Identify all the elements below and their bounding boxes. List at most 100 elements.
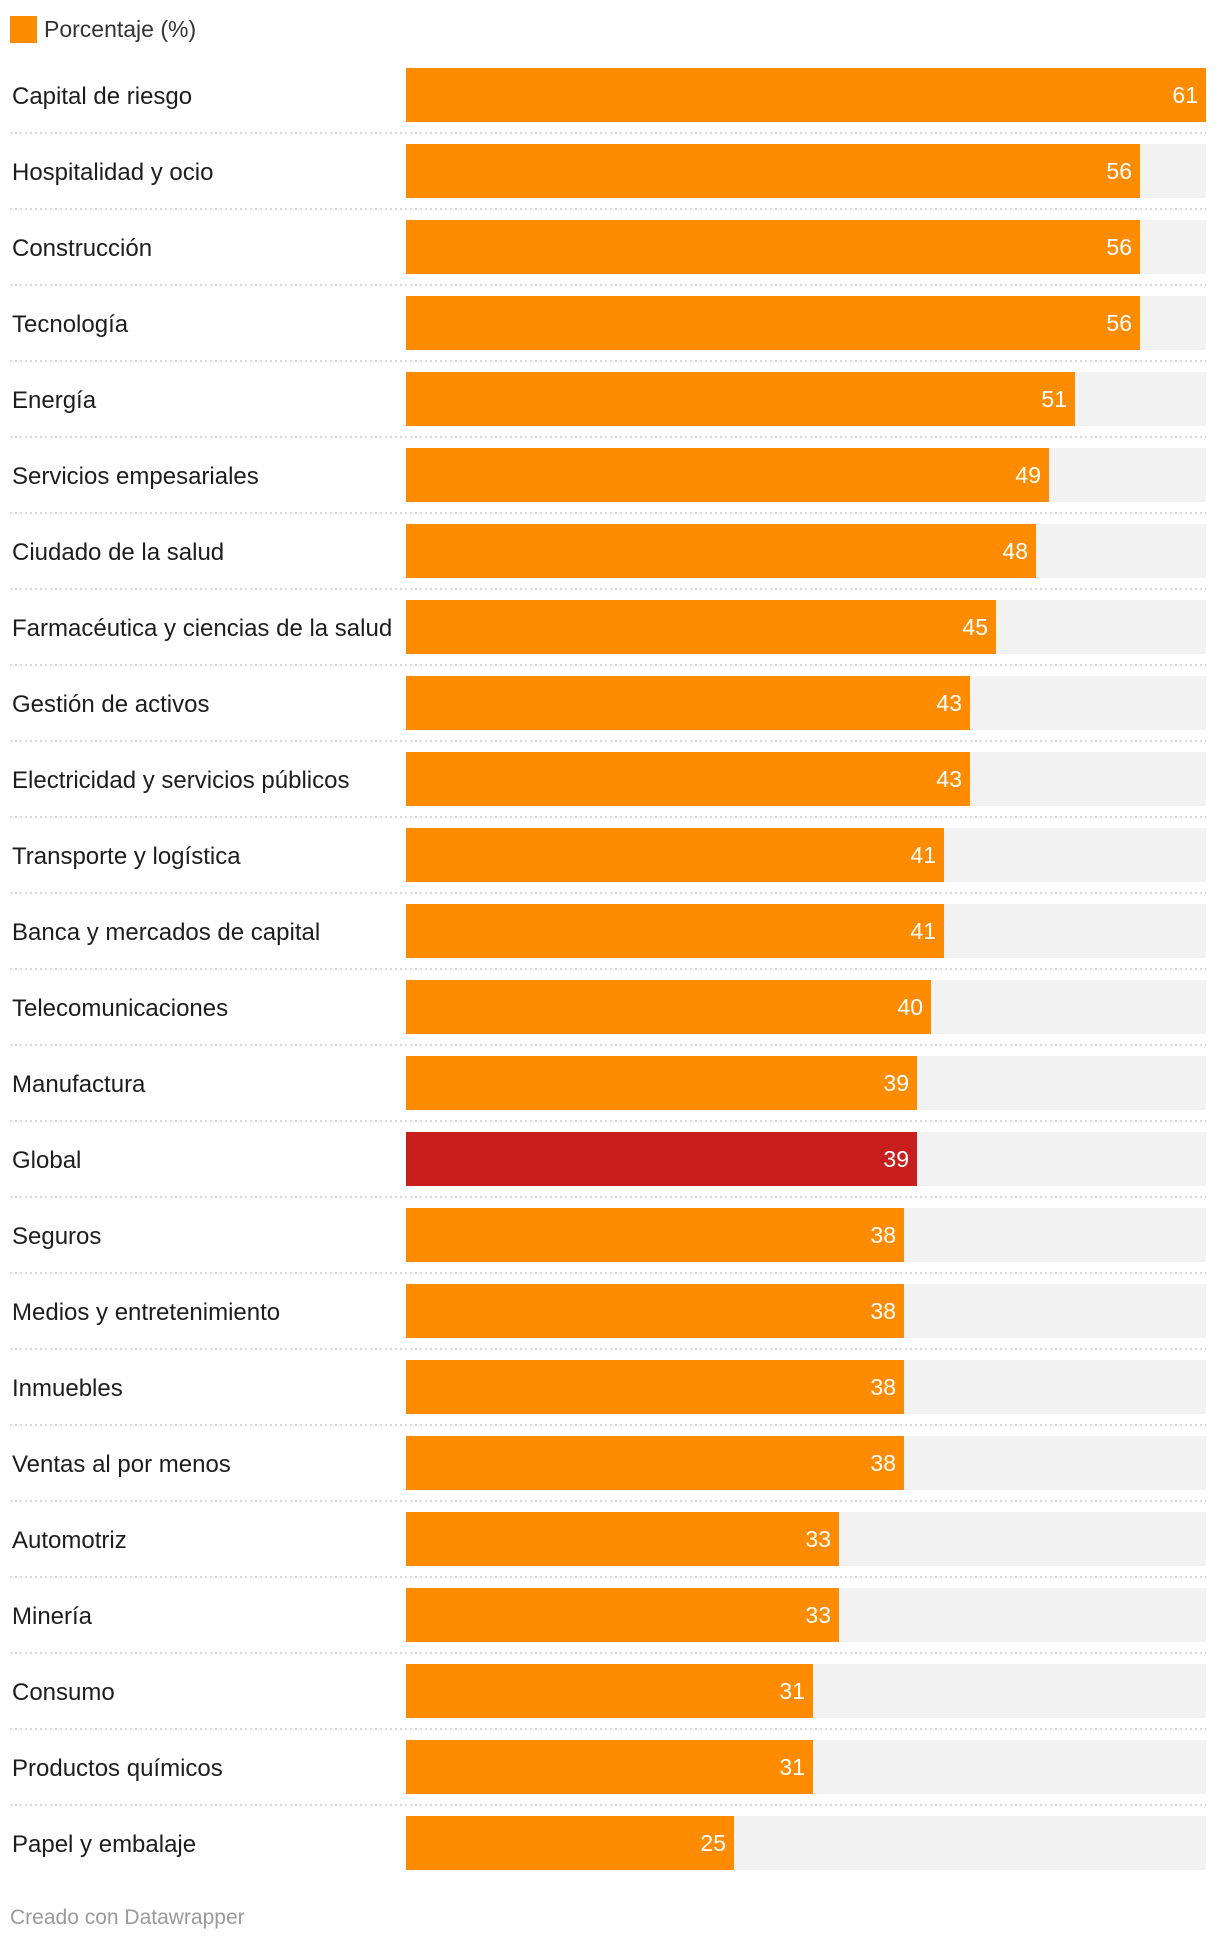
bar-row: Gestión de activos 43 <box>10 676 1206 742</box>
category-label: Manufactura <box>12 1071 146 1098</box>
bar-row: Ventas al por menos 38 <box>10 1436 1206 1502</box>
bar <box>406 904 944 958</box>
bar <box>406 828 944 882</box>
bar <box>406 144 1140 198</box>
bar-row: Servicios empesariales 49 <box>10 448 1206 514</box>
value-label: 38 <box>870 1450 896 1476</box>
value-label: 33 <box>805 1526 831 1552</box>
bar <box>406 1512 839 1566</box>
category-label: Ventas al por menos <box>12 1451 231 1478</box>
category-label: Inmuebles <box>12 1375 123 1402</box>
bar-row: Farmacéutica y ciencias de la salud 45 <box>10 600 1206 666</box>
category-label: Capital de riesgo <box>12 83 192 110</box>
value-label: 31 <box>779 1754 805 1780</box>
bar-highlight <box>406 1132 917 1186</box>
bar <box>406 1740 813 1794</box>
footer-credit: Creado con Datawrapper <box>10 1906 245 1929</box>
value-label: 49 <box>1015 462 1041 488</box>
category-label: Electricidad y servicios públicos <box>12 767 349 794</box>
value-label: 45 <box>962 614 988 640</box>
bar-row: Electricidad y servicios públicos 43 <box>10 752 1206 818</box>
value-label: 51 <box>1041 386 1067 412</box>
bar-row: Medios y entretenimiento 38 <box>10 1284 1206 1350</box>
value-label: 56 <box>1106 234 1132 260</box>
value-label: 39 <box>883 1146 909 1172</box>
category-label: Farmacéutica y ciencias de la salud <box>12 615 392 642</box>
value-label: 43 <box>936 766 962 792</box>
bar-row: Automotriz 33 <box>10 1512 1206 1578</box>
category-label: Medios y entretenimiento <box>12 1299 280 1326</box>
bar <box>406 1208 904 1262</box>
category-label: Energía <box>12 387 97 414</box>
bar <box>406 1664 813 1718</box>
bar-row: Hospitalidad y ocio 56 <box>10 144 1206 210</box>
category-label: Seguros <box>12 1223 101 1250</box>
bar-row: Consumo 31 <box>10 1664 1206 1730</box>
value-label: 25 <box>700 1830 726 1856</box>
bar <box>406 1588 839 1642</box>
value-label: 48 <box>1002 538 1028 564</box>
bar-row: Tecnología 56 <box>10 296 1206 362</box>
category-label: Tecnología <box>12 311 129 338</box>
bar <box>406 752 970 806</box>
legend-label: Porcentaje (%) <box>44 15 197 42</box>
bar <box>406 1436 904 1490</box>
legend-swatch <box>10 15 37 43</box>
bar <box>406 372 1075 426</box>
category-label: Automotriz <box>12 1527 127 1554</box>
category-label: Ciudado de la salud <box>12 539 224 566</box>
bar <box>406 296 1140 350</box>
category-label: Productos químicos <box>12 1755 223 1782</box>
value-label: 61 <box>1172 82 1198 108</box>
bar <box>406 448 1049 502</box>
category-label: Hospitalidad y ocio <box>12 159 213 186</box>
category-label: Servicios empesariales <box>12 463 259 490</box>
bar-row: Telecomunicaciones 40 <box>10 980 1206 1046</box>
bar-row: Inmuebles 38 <box>10 1360 1206 1426</box>
bar <box>406 220 1140 274</box>
chart-legend: Porcentaje (%) <box>10 14 196 44</box>
value-label: 33 <box>805 1602 831 1628</box>
value-label: 38 <box>870 1298 896 1324</box>
value-label: 39 <box>883 1070 909 1096</box>
bar-row: Ciudado de la salud 48 <box>10 524 1206 590</box>
bar-row: Global 39 <box>10 1132 1206 1198</box>
bar-row: Manufactura 39 <box>10 1056 1206 1122</box>
value-label: 41 <box>910 918 936 944</box>
category-label: Global <box>12 1147 81 1174</box>
bar-row: Seguros 38 <box>10 1208 1206 1274</box>
value-label: 56 <box>1106 310 1132 336</box>
value-label: 31 <box>779 1678 805 1704</box>
value-label: 56 <box>1106 158 1132 184</box>
category-label: Gestión de activos <box>12 691 209 718</box>
bar <box>406 524 1036 578</box>
category-label: Consumo <box>12 1679 115 1706</box>
bar <box>406 980 931 1034</box>
bar-row: Capital de riesgo 61 <box>10 68 1206 134</box>
bar-row: Transporte y logística 41 <box>10 828 1206 894</box>
bar-row: Productos químicos 31 <box>10 1740 1206 1806</box>
category-label: Minería <box>12 1603 93 1630</box>
category-label: Telecomunicaciones <box>12 995 228 1022</box>
category-label: Transporte y logística <box>12 843 241 870</box>
bar-chart: Capital de riesgo 61 Hospitalidad y ocio 56… <box>10 68 1206 1870</box>
bar-row: Minería 33 <box>10 1588 1206 1654</box>
bar-row: Papel y embalaje 25 <box>12 1816 1206 1870</box>
bar-row: Banca y mercados de capital 41 <box>10 904 1206 970</box>
bar <box>406 600 996 654</box>
bar <box>406 68 1206 122</box>
value-label: 40 <box>897 994 923 1020</box>
category-label: Papel y embalaje <box>12 1831 196 1858</box>
value-label: 41 <box>910 842 936 868</box>
category-label: Construcción <box>12 235 152 262</box>
value-label: 38 <box>870 1222 896 1248</box>
bar-row: Construcción 56 <box>10 220 1206 286</box>
bar <box>406 676 970 730</box>
value-label: 43 <box>936 690 962 716</box>
bar <box>406 1284 904 1338</box>
bar <box>406 1816 734 1870</box>
category-label: Banca y mercados de capital <box>12 919 320 946</box>
bar <box>406 1056 917 1110</box>
bar <box>406 1360 904 1414</box>
bar-row: Energía 51 <box>10 372 1206 438</box>
